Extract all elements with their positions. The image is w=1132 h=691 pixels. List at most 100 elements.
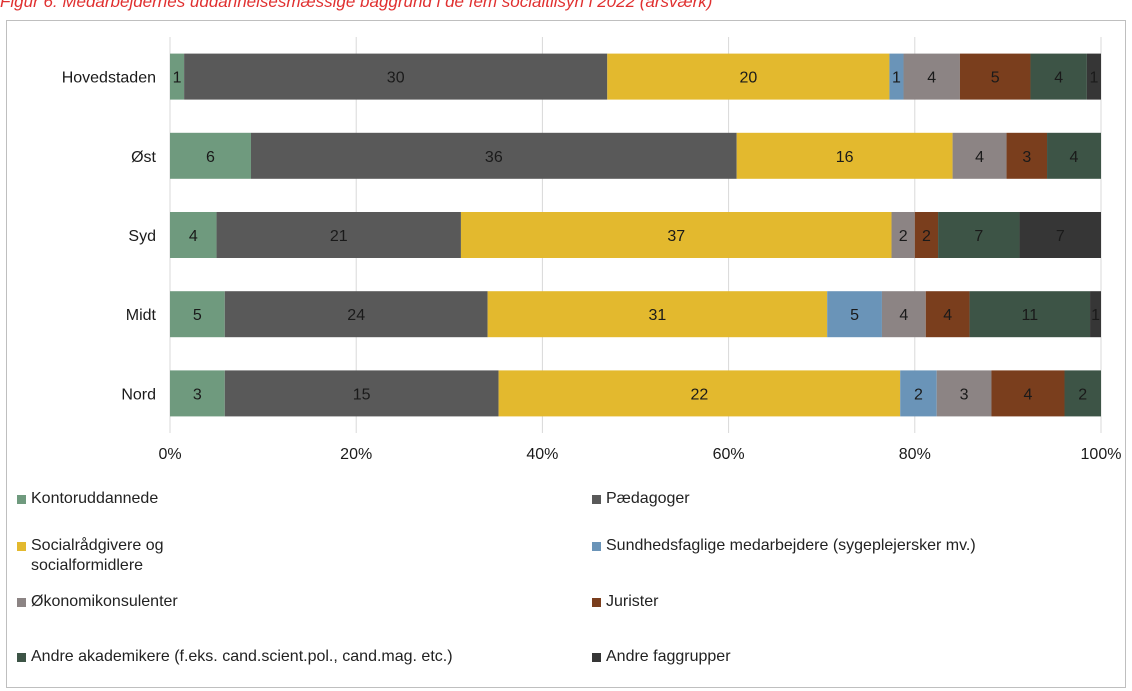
legend-label: Kontoruddannede [31, 490, 159, 507]
data-label: 4 [899, 307, 908, 324]
bar-segment [889, 53, 904, 100]
data-label: 3 [1022, 149, 1031, 166]
data-label: 37 [667, 228, 685, 245]
bar-segment [250, 132, 737, 179]
bar-segment [224, 370, 499, 417]
bar-segment [498, 370, 901, 417]
legend-label: Andre akademikere (f.eks. cand.scient.po… [31, 648, 453, 665]
bar-segment [991, 370, 1065, 417]
data-label: 1 [173, 70, 182, 87]
data-label: 4 [189, 228, 198, 245]
data-label: 15 [353, 386, 371, 403]
legend-label: Socialrådgivere og socialformidlere [31, 537, 164, 574]
data-label: 2 [899, 228, 908, 245]
legend-label: Andre faggrupper [606, 648, 731, 665]
data-label: 5 [850, 307, 859, 324]
data-label: 30 [387, 70, 405, 87]
bar-segment [1006, 132, 1048, 179]
data-label: 5 [991, 70, 1000, 87]
bar-segment [1090, 291, 1101, 338]
data-label: 4 [1054, 70, 1063, 87]
x-tick-label: 80% [899, 446, 931, 463]
chart-frame: 1 30 20 1 4 5 4 1 Hovedstaden 6 36 16 4 3 4 Øst 4 21 37 2 2 7… [6, 20, 1126, 688]
data-label: 4 [927, 70, 936, 87]
data-label: 5 [193, 307, 202, 324]
bar-segment [487, 291, 828, 338]
bar-segment [170, 53, 185, 100]
bar-segment [891, 212, 915, 258]
data-label: 21 [330, 228, 348, 245]
bar-segment [936, 370, 992, 417]
data-label: 3 [193, 386, 202, 403]
x-tick-label: 40% [526, 446, 558, 463]
bar-segment [1086, 53, 1101, 100]
legend-swatch [17, 542, 26, 551]
data-label: 31 [649, 307, 667, 324]
bar-segment [938, 212, 1020, 258]
data-label: 2 [914, 386, 923, 403]
data-label: 7 [1056, 228, 1065, 245]
bar-segment [170, 212, 217, 258]
category-label: Øst [131, 149, 156, 166]
data-label: 7 [974, 228, 983, 245]
bar-segment [914, 212, 939, 258]
x-tick-label: 0% [158, 446, 181, 463]
bar-segment [1064, 370, 1101, 417]
legend-label: Pædagoger [606, 490, 690, 507]
data-label: 4 [1070, 149, 1079, 166]
category-label: Syd [128, 228, 156, 245]
data-label: 16 [836, 149, 854, 166]
data-label: 22 [690, 386, 708, 403]
legend-swatch [17, 495, 26, 504]
data-label: 11 [1022, 307, 1039, 324]
data-label: 20 [739, 70, 757, 87]
bar-segment [184, 53, 608, 100]
x-tick-label: 100% [1081, 446, 1122, 463]
bar-segment [736, 132, 953, 179]
category-label: Midt [126, 307, 157, 324]
legend-label: Jurister [606, 593, 659, 610]
legend-label: Økonomikonsulenter [31, 593, 178, 610]
category-label: Hovedstaden [62, 70, 156, 87]
legend-swatch [17, 598, 26, 607]
data-label: 24 [347, 307, 365, 324]
data-label: 1 [1091, 307, 1100, 324]
bar-segment [170, 370, 225, 417]
bar-segment [216, 212, 461, 258]
bar-segment [170, 291, 225, 338]
bar-segment [903, 53, 960, 100]
bar-segment [224, 291, 488, 338]
data-label: 4 [943, 307, 952, 324]
bar-segment [952, 132, 1007, 179]
bar-segment [881, 291, 926, 338]
bar-segment [1030, 53, 1087, 100]
legend-swatch [592, 495, 601, 504]
bar-segment [607, 53, 890, 100]
legend-swatch [592, 653, 601, 662]
data-label: 4 [975, 149, 984, 166]
legend-label: Sundhedsfaglige medarbejdere (sygeplejer… [606, 537, 976, 554]
data-label: 4 [1024, 386, 1033, 403]
legend-swatch [592, 542, 601, 551]
bar-segment [1019, 212, 1101, 258]
data-label: 6 [206, 149, 215, 166]
bar-segment [460, 212, 892, 258]
data-label: 2 [922, 228, 931, 245]
bar-segment [827, 291, 882, 338]
bar-segment [1047, 132, 1101, 179]
bar-segment [900, 370, 937, 417]
bar-segment [969, 291, 1091, 338]
category-label: Nord [121, 386, 156, 403]
x-tick-label: 20% [340, 446, 372, 463]
bar-segment [959, 53, 1031, 100]
data-label: 36 [485, 149, 503, 166]
data-label: 1 [892, 70, 901, 87]
legend-swatch [592, 598, 601, 607]
data-label: 3 [960, 386, 969, 403]
data-label: 2 [1078, 386, 1087, 403]
data-label: 1 [1089, 70, 1098, 87]
bar-segment [925, 291, 970, 338]
x-tick-label: 60% [713, 446, 745, 463]
figure-caption: Figur 6: Medarbejdernes uddannelsesmæssi… [0, 0, 713, 11]
